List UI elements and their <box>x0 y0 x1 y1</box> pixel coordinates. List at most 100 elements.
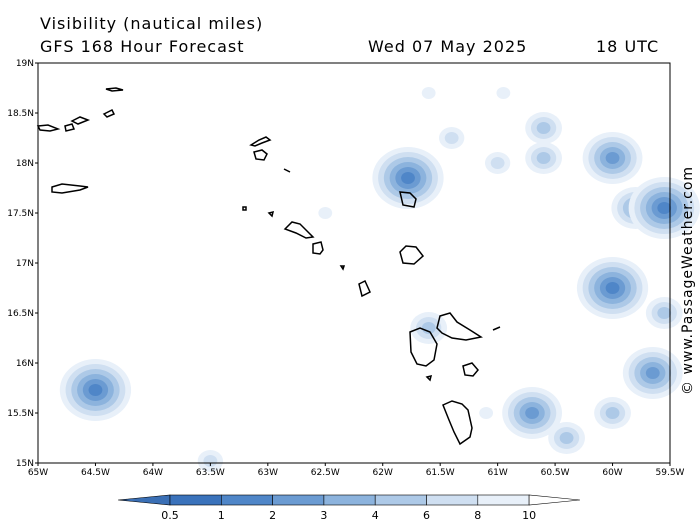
lat-tick-label: 18.5N <box>7 109 34 119</box>
colorbar-label: 8 <box>474 509 481 522</box>
visibility-cell <box>59 359 132 421</box>
coastlines <box>36 87 501 446</box>
island-dominica <box>442 400 473 446</box>
colorbar-segment <box>221 494 273 506</box>
island-montserrat <box>358 279 371 298</box>
colorbar-label: 3 <box>320 509 327 522</box>
visibility-cell <box>197 450 224 472</box>
colorbar-label: 1 <box>218 509 225 522</box>
visibility-contour <box>605 407 620 419</box>
visibility-cell <box>439 127 465 149</box>
visibility-cell <box>484 152 511 174</box>
map-title: Visibility (nautical miles) <box>40 14 264 33</box>
visibility-contour <box>605 152 620 164</box>
lat-tick-label: 17.5N <box>7 209 34 219</box>
island-anguilla-tip <box>105 87 124 92</box>
lon-tick-label: 64.5W <box>81 468 110 478</box>
visibility-contour <box>657 307 672 319</box>
island-anguilla <box>249 136 272 147</box>
lat-tick-label: 16.5N <box>7 309 34 319</box>
lon-tick-label: 65W <box>28 468 48 478</box>
visibility-contour <box>421 87 436 99</box>
visibility-cell <box>525 112 562 144</box>
lon-tick-label: 60W <box>602 468 622 478</box>
colorbar-label: 0.5 <box>161 509 179 522</box>
colorbar-segment <box>272 494 325 506</box>
visibility-contour <box>525 407 540 419</box>
island-guadeloupe-basse-terre <box>409 327 438 367</box>
visibility-contour <box>444 132 459 144</box>
map-frame <box>37 62 671 464</box>
visibility-contour-layer <box>59 87 700 472</box>
island-marie-galante <box>462 362 479 377</box>
visibility-cell <box>628 177 700 239</box>
colorbar-segment <box>374 494 427 506</box>
lat-tick-label: 16N <box>16 359 34 369</box>
visibility-contour <box>401 172 415 184</box>
island-barbuda <box>399 191 417 208</box>
visibility-cell <box>410 312 448 344</box>
visibility-contour <box>479 407 494 419</box>
visibility-cell <box>582 132 643 184</box>
forecast-time: 18 UTC <box>596 37 660 56</box>
lon-tick-label: 63W <box>258 468 278 478</box>
lon-tick-label: 60.5W <box>541 468 570 478</box>
island-antigua <box>399 245 425 265</box>
visibility-contour <box>318 207 333 219</box>
visibility-contour <box>645 367 660 379</box>
visibility-contour <box>559 432 574 444</box>
colorbar-label: 2 <box>269 509 276 522</box>
island-les-saintes <box>425 374 433 382</box>
lon-tick-label: 63.5W <box>196 468 225 478</box>
island-statia <box>267 210 275 218</box>
island-west-1 <box>70 116 91 125</box>
lat-tick-label: 18N <box>16 159 34 169</box>
island-small-1 <box>283 168 291 173</box>
lon-tick-label: 61W <box>487 468 507 478</box>
island-desirade <box>492 326 501 331</box>
lat-tick-label: 17N <box>16 259 34 269</box>
colorbar: 0.5 1 2 3 4 6 8 10 <box>117 494 581 522</box>
colorbar-label: 10 <box>522 509 536 522</box>
visibility-cell <box>318 207 333 219</box>
lat-tick-label: 15N <box>16 459 34 469</box>
axis-ticks: 65W 64.5W 64W 63.5W 63W 62.5W 62W 61.5W 61W 60.5W… <box>7 59 684 478</box>
lat-tick-label: 19N <box>16 59 34 69</box>
island-culebra <box>64 123 76 132</box>
visibility-cell <box>576 257 649 319</box>
visibility-contour <box>605 282 620 294</box>
visibility-cell <box>479 407 494 419</box>
visibility-contour <box>657 202 672 214</box>
island-vieques <box>36 124 61 132</box>
lon-tick-label: 59.5W <box>656 468 685 478</box>
island-west-2 <box>102 108 116 118</box>
island-st-martin <box>253 149 268 161</box>
lat-tick-label: 15.5N <box>7 409 34 419</box>
colorbar-label: 6 <box>423 509 430 522</box>
visibility-cell <box>548 422 585 454</box>
visibility-contour <box>496 87 511 99</box>
visibility-contour <box>88 384 103 396</box>
colorbar-segment <box>426 494 479 506</box>
colorbar-segment <box>323 494 376 506</box>
colorbar-arrow-low <box>117 494 171 506</box>
visibility-contour <box>490 157 505 169</box>
visibility-contour <box>421 322 436 334</box>
visibility-cell <box>645 297 683 329</box>
visibility-cell <box>502 387 563 439</box>
colorbar-segment <box>169 494 222 506</box>
visibility-contour <box>203 455 218 467</box>
lon-tick-label: 62.5W <box>311 468 340 478</box>
island-st-croix <box>51 183 89 194</box>
forecast-subtitle: GFS 168 Hour Forecast <box>40 37 245 56</box>
lon-tick-label: 61.5W <box>426 468 455 478</box>
colorbar-label: 4 <box>372 509 379 522</box>
visibility-contour <box>536 152 551 164</box>
island-guadeloupe-grande-terre <box>436 312 483 341</box>
island-redonda <box>339 265 346 271</box>
visibility-cell <box>622 347 683 399</box>
visibility-cell <box>496 87 511 99</box>
island-st-kitts <box>283 221 315 239</box>
watermark: © www.PassageWeather.com <box>680 165 696 395</box>
